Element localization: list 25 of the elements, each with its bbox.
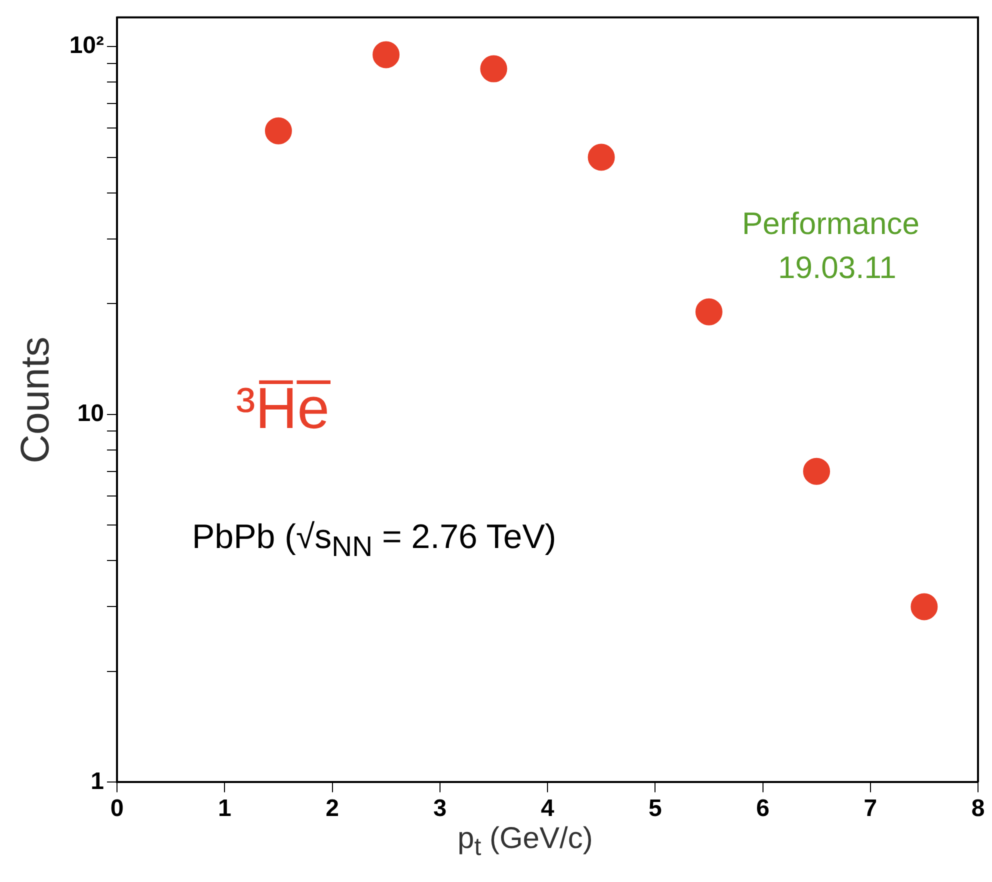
point [910,593,938,620]
y-axis-title: Counts [13,336,58,464]
point [803,458,830,485]
point [264,117,292,144]
annotation: 19.03.11 [778,250,896,285]
point [372,41,400,68]
x-tick-label: 7 [864,795,878,822]
point [588,144,615,171]
y-tick-label: 10 [77,400,104,427]
x-tick-label: 8 [971,795,985,822]
y-tick-label: 10² [69,32,104,60]
annotation: ³H̅e̅ [236,376,330,441]
point [480,55,508,82]
x-tick-label: 2 [326,795,339,822]
annotation: Performance [742,206,920,241]
x-tick-label: 6 [756,795,770,822]
y-tick-label: 1 [90,768,104,795]
x-tick-label: 5 [648,795,662,822]
x-tick-label: 0 [110,795,124,822]
x-tick-label: 1 [218,795,232,822]
annotation: PbPb (√s$_{NN}$ = 2.76 TeV) [192,518,556,563]
x-tick-label: 3 [433,795,447,822]
x-tick-label: 4 [540,795,555,822]
point [695,298,722,326]
x-axis-title: p$_{t}$ (GeV/c) [458,822,593,862]
